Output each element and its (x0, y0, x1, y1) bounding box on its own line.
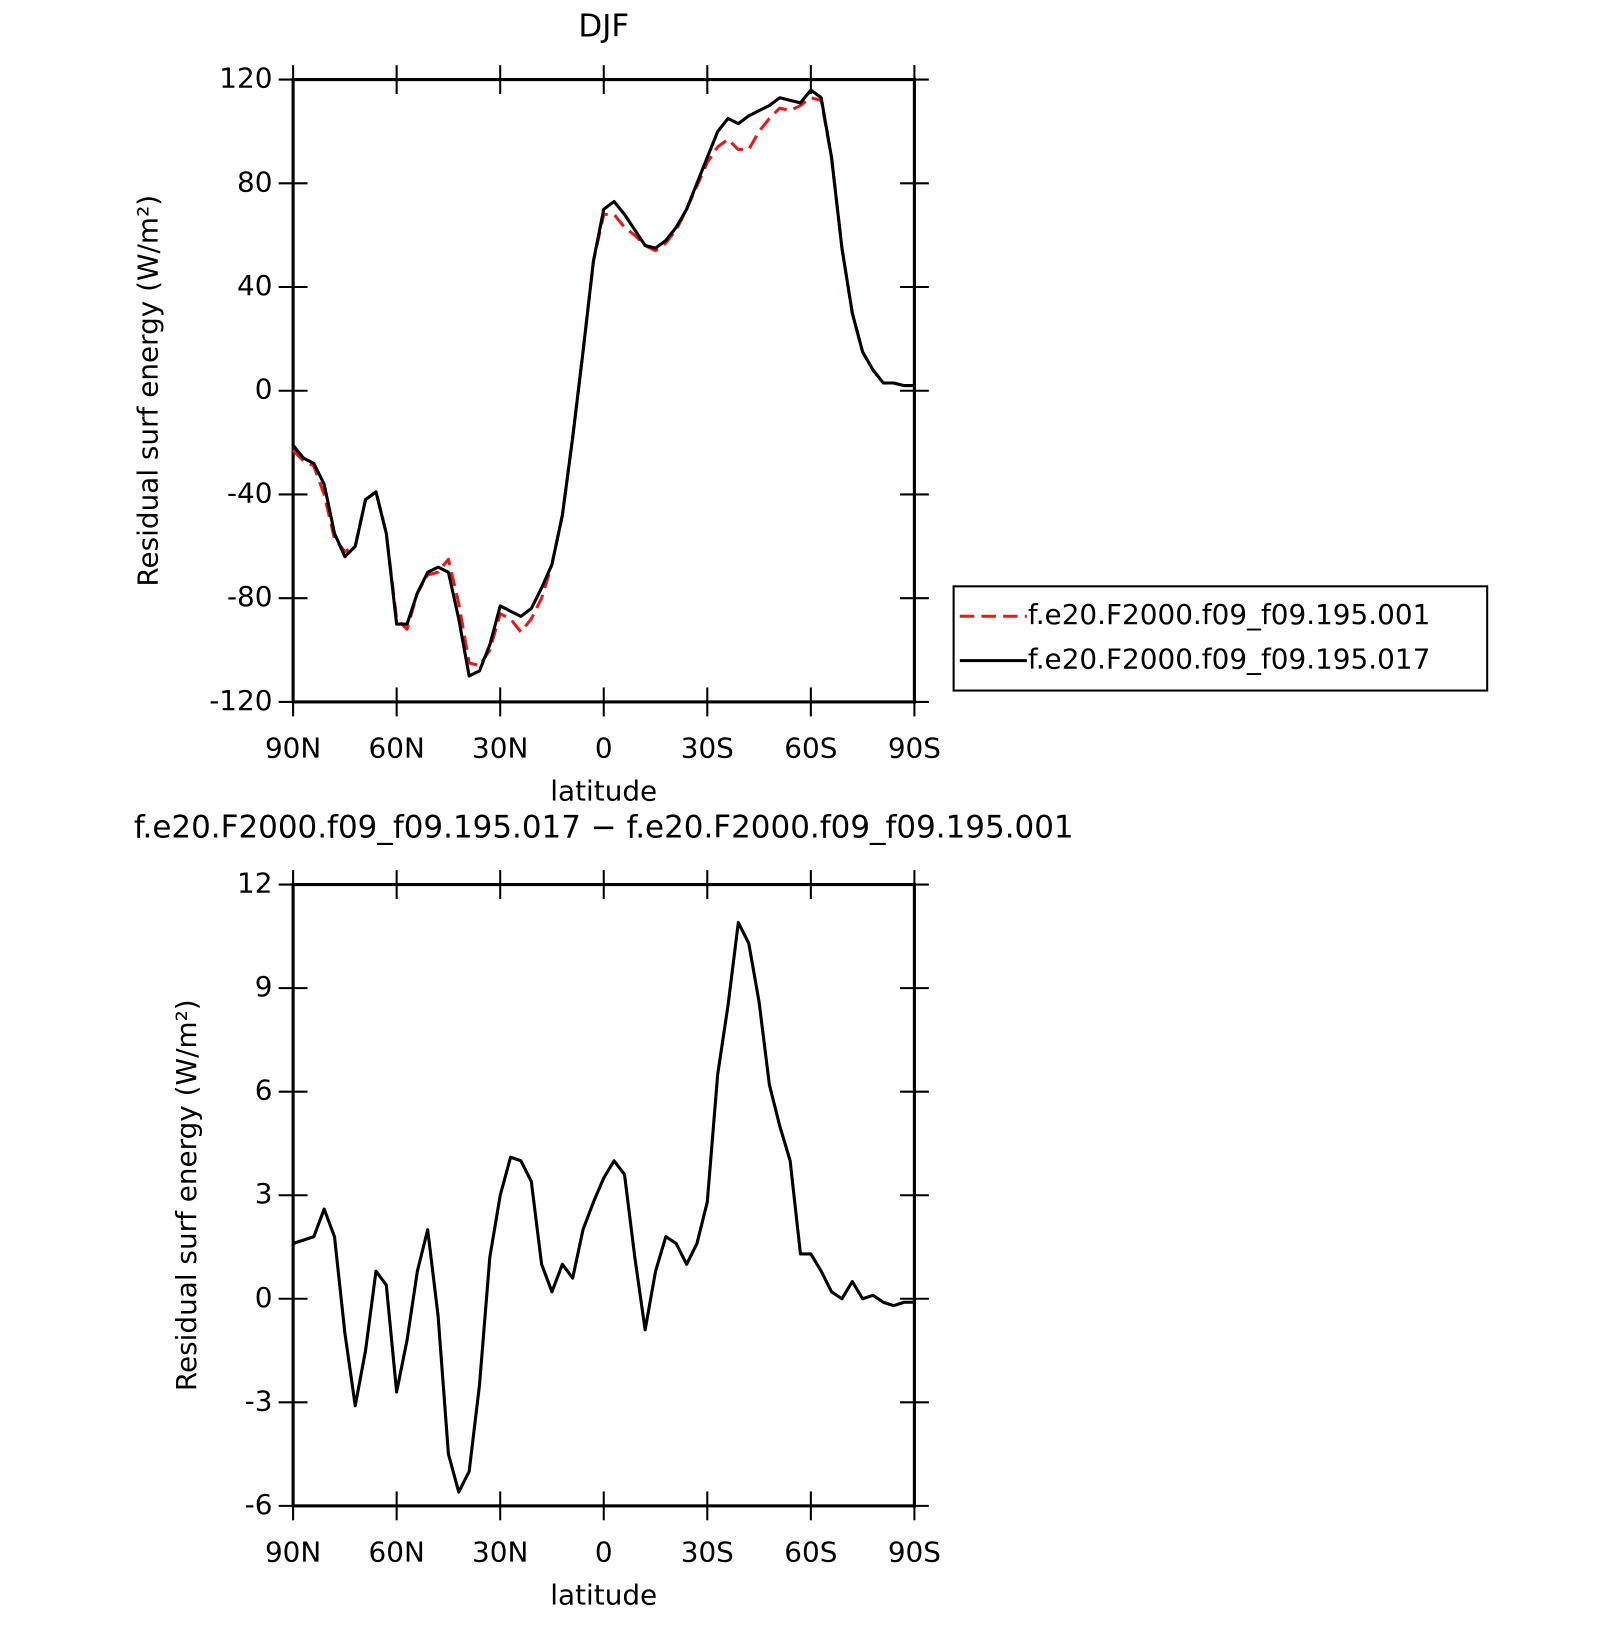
data-line (292, 921, 915, 1494)
y-tick-label: 40 (237, 269, 272, 302)
y-axis-label: Residual surf energy (W/m²) (170, 999, 203, 1391)
chart-title: DJF (578, 8, 629, 44)
y-tick-label: 6 (255, 1074, 273, 1107)
legend-box (952, 585, 1489, 692)
legend-label: f.e20.F2000.f09_f09.195.017 (1028, 643, 1430, 676)
x-tick-label: 90N (265, 1535, 321, 1568)
x-tick-label: 0 (595, 731, 613, 764)
y-tick-label: 120 (219, 62, 272, 95)
x-tick-label: 60S (784, 1535, 837, 1568)
x-tick-label: 90S (888, 1535, 941, 1568)
x-tick-label: 90N (265, 731, 321, 764)
legend-label: f.e20.F2000.f09_f09.195.001 (1028, 598, 1430, 631)
x-axis-label: latitude (550, 1579, 657, 1612)
x-tick-label: 30S (681, 1535, 734, 1568)
y-tick-label: -80 (227, 580, 273, 613)
x-axis-label: latitude (550, 775, 657, 808)
y-tick-label: 9 (255, 970, 273, 1003)
y-tick-label: 12 (237, 867, 272, 900)
x-tick-label: 30N (472, 1535, 528, 1568)
data-line (292, 96, 915, 668)
plot-frame (291, 883, 916, 1508)
y-tick-label: -6 (245, 1488, 273, 1521)
x-tick-label: 30N (472, 731, 528, 764)
y-tick-label: -3 (245, 1384, 273, 1417)
plot-frame (291, 78, 916, 704)
x-tick-label: 90S (888, 731, 941, 764)
y-axis-label: Residual surf energy (W/m²) (132, 195, 165, 587)
x-tick-label: 60N (369, 1535, 425, 1568)
chart-title: f.e20.F2000.f09_f09.195.017 − f.e20.F200… (134, 809, 1074, 845)
y-tick-label: 0 (255, 1281, 273, 1314)
x-tick-label: 60N (369, 731, 425, 764)
y-tick-label: 0 (255, 373, 273, 406)
y-tick-label: 3 (255, 1177, 273, 1210)
x-tick-label: 0 (595, 1535, 613, 1568)
y-tick-label: -40 (227, 476, 273, 509)
y-tick-label: 80 (237, 165, 272, 198)
x-tick-label: 30S (681, 731, 734, 764)
y-tick-label: -120 (209, 684, 272, 717)
data-line (291, 88, 915, 678)
x-tick-label: 60S (784, 731, 837, 764)
